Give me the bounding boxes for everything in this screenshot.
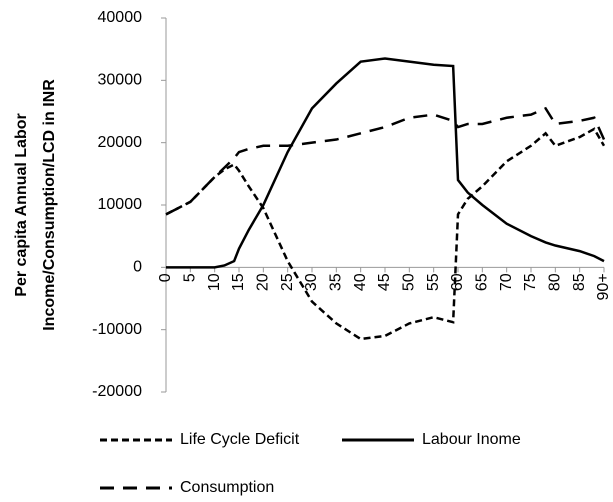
x-tick-label: 70: [498, 273, 515, 291]
y-tick-label: 0: [133, 259, 142, 276]
y-tick-label: -20000: [92, 383, 142, 400]
line-series: [165, 127, 606, 341]
legend-label: Consumption: [180, 479, 274, 496]
y-tick-label: 10000: [98, 196, 143, 213]
x-tick-label: 65: [474, 273, 491, 291]
x-tick-label: 30: [303, 273, 320, 291]
y-axis-label: Income/Consumption/LCD in INR: [41, 79, 58, 331]
legend-label: Life Cycle Deficit: [180, 431, 300, 448]
y-tick-label: 20000: [98, 134, 143, 151]
legend-label: Labour Inome: [422, 431, 521, 448]
x-tick-label: 80: [547, 273, 564, 291]
y-tick-label: -10000: [92, 321, 142, 338]
x-tick-label: 20: [255, 273, 272, 291]
x-tick-label: 0: [157, 273, 174, 282]
y-tick-label: 40000: [98, 9, 143, 26]
x-tick-label: 55: [425, 273, 442, 291]
line-series: [165, 106, 606, 216]
x-tick-label: 5: [182, 273, 199, 282]
x-tick-label: 50: [401, 273, 418, 291]
x-tick-label: 10: [206, 273, 223, 291]
y-tick-label: 30000: [98, 72, 143, 89]
x-tick-label: 60: [449, 273, 466, 291]
x-tick-label: 35: [328, 273, 345, 291]
x-tick-label: 40: [352, 273, 369, 291]
x-tick-label: 90+: [595, 273, 612, 300]
x-tick-label: 25: [279, 273, 296, 291]
y-axis-label: Per capita Annual Labor: [13, 113, 30, 296]
x-tick-label: 75: [522, 273, 539, 291]
x-tick-label: 45: [376, 273, 393, 291]
x-tick-label: 85: [571, 273, 588, 291]
line-series: [166, 57, 605, 269]
x-tick-label: 15: [230, 273, 247, 291]
